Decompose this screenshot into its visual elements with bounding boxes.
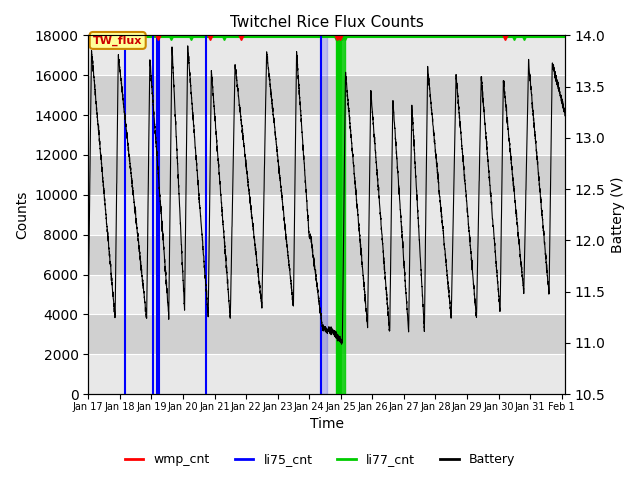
Text: TW_flux: TW_flux bbox=[93, 36, 142, 46]
Title: Twitchel Rice Flux Counts: Twitchel Rice Flux Counts bbox=[230, 15, 424, 30]
Bar bbox=[88, 354, 565, 394]
Bar bbox=[88, 75, 565, 115]
Bar bbox=[88, 314, 565, 354]
Bar bbox=[88, 235, 565, 275]
Y-axis label: Counts: Counts bbox=[15, 191, 29, 239]
Bar bbox=[88, 195, 565, 235]
Bar bbox=[88, 155, 565, 195]
Bar bbox=[319, 36, 326, 394]
Bar bbox=[336, 36, 345, 394]
X-axis label: Time: Time bbox=[310, 418, 344, 432]
Legend: wmp_cnt, li75_cnt, li77_cnt, Battery: wmp_cnt, li75_cnt, li77_cnt, Battery bbox=[120, 448, 520, 471]
Bar bbox=[88, 36, 565, 75]
Bar bbox=[88, 115, 565, 155]
Bar bbox=[88, 275, 565, 314]
Y-axis label: Battery (V): Battery (V) bbox=[611, 177, 625, 253]
